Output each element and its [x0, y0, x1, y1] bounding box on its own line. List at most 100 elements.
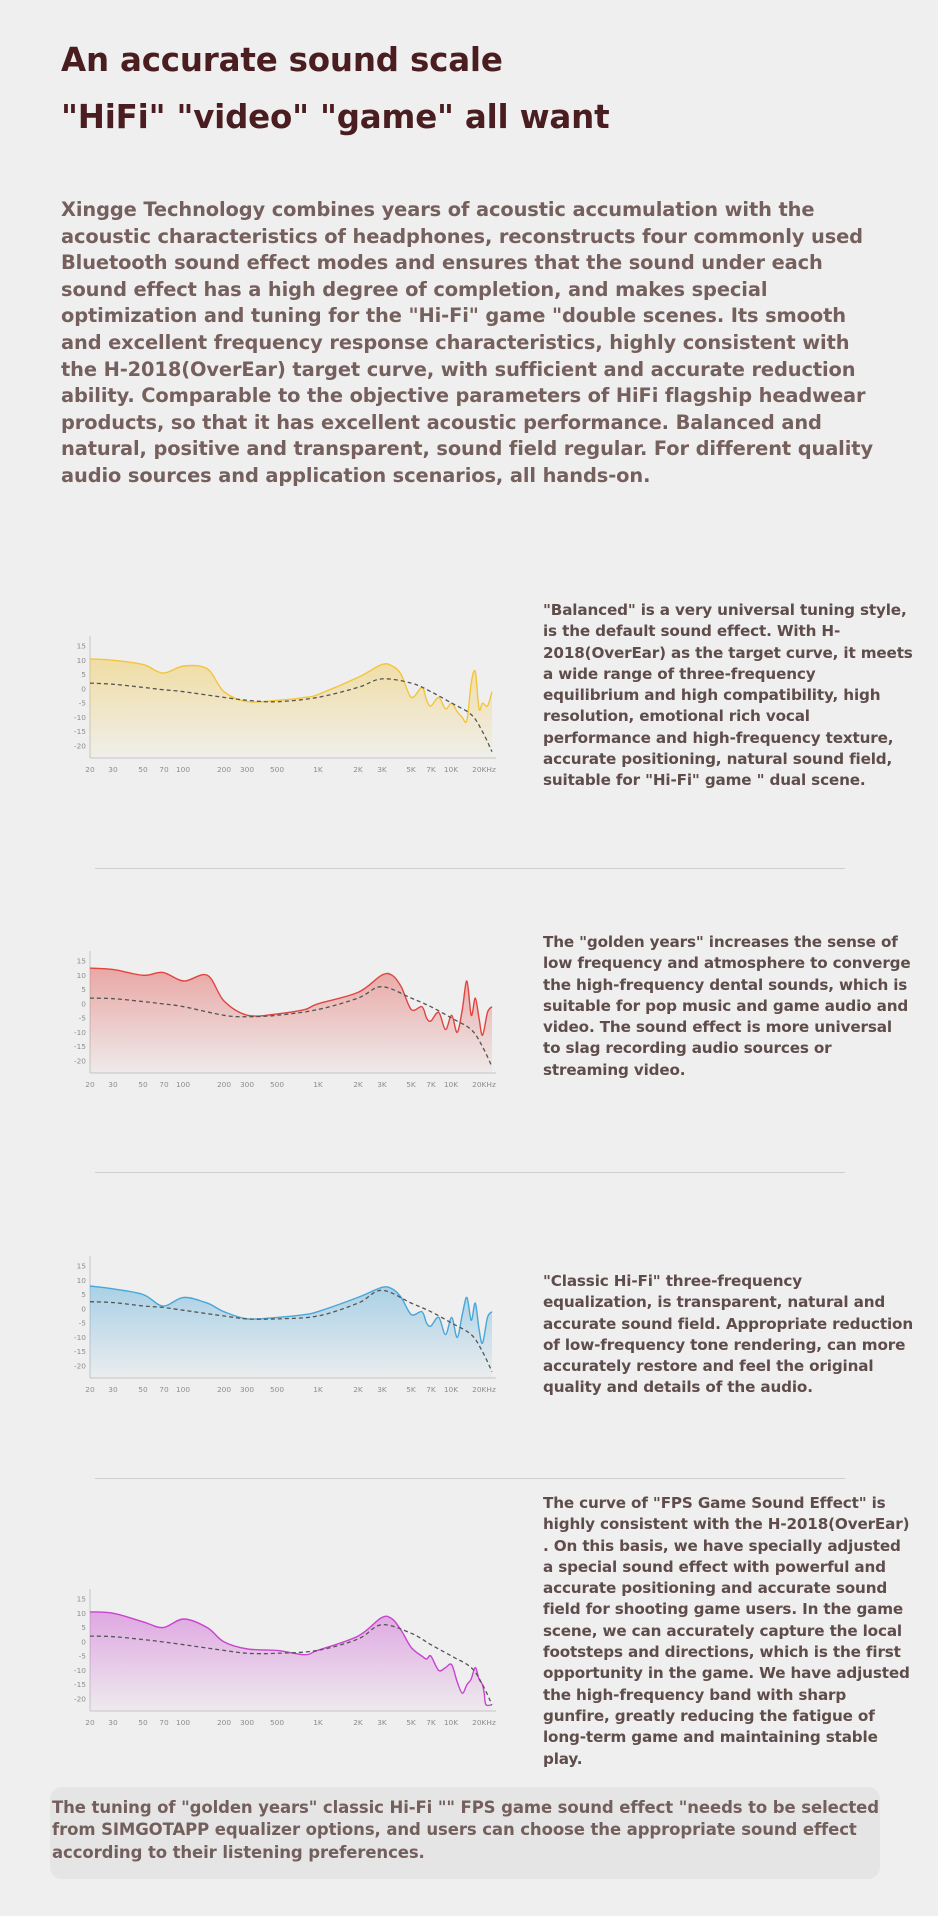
x-tick-label: 50: [138, 1080, 148, 1089]
x-tick-label: 7K: [426, 1080, 436, 1089]
footer-note: The tuning of "golden years" classic Hi-…: [52, 1798, 879, 1862]
y-tick-label: -10: [74, 1028, 86, 1037]
y-tick-label: 5: [81, 985, 86, 994]
y-tick-label: 5: [81, 1623, 86, 1632]
x-tick-label: 500: [270, 1385, 284, 1394]
y-tick-label: -5: [79, 1014, 87, 1023]
x-tick-label: 10K: [444, 765, 458, 774]
x-tick-label: 100: [176, 1718, 190, 1727]
y-tick-label: -15: [74, 727, 86, 736]
x-tick-label: 2K: [353, 765, 363, 774]
x-tick-label: 3K: [377, 1385, 387, 1394]
y-tick-label: -15: [74, 1042, 86, 1051]
x-tick-label: 100: [176, 1080, 190, 1089]
x-tick-label: 7K: [426, 1385, 436, 1394]
x-tick-label: 7K: [426, 1718, 436, 1727]
y-tick-label: 15: [77, 642, 87, 651]
y-tick-label: -20: [74, 1695, 86, 1704]
x-tick-label: 10K: [444, 1718, 458, 1727]
y-tick-label: -5: [79, 1319, 87, 1328]
y-tick-label: 10: [77, 1609, 87, 1618]
x-tick-label: 20: [85, 1080, 95, 1089]
response-line: [89, 1611, 493, 1707]
x-tick-label: 200: [217, 1718, 231, 1727]
y-tick-label: -10: [74, 713, 86, 722]
x-tick-label: 5K: [406, 1080, 416, 1089]
x-tick-label: 300: [240, 765, 254, 774]
x-tick-label: 2K: [353, 1080, 363, 1089]
x-tick-label: 500: [270, 765, 284, 774]
response-area: [90, 1286, 492, 1378]
x-tick-label: 10K: [444, 1385, 458, 1394]
response-area: [90, 658, 492, 758]
x-tick-label: 20KHz: [472, 765, 496, 774]
x-tick-label: 20: [85, 765, 95, 774]
x-tick-label: 3K: [377, 1080, 387, 1089]
response-area: [90, 1611, 492, 1711]
response-line: [89, 658, 493, 724]
y-tick-label: -20: [74, 1057, 86, 1066]
y-tick-label: 10: [77, 971, 87, 980]
x-tick-label: 20KHz: [472, 1718, 496, 1727]
x-tick-label: 20KHz: [472, 1385, 496, 1394]
x-tick-label: 5K: [406, 1718, 416, 1727]
x-tick-label: 30: [108, 1080, 118, 1089]
x-tick-label: 100: [176, 1385, 190, 1394]
x-tick-label: 7K: [426, 765, 436, 774]
x-tick-label: 10K: [444, 1080, 458, 1089]
x-tick-label: 1K: [313, 1718, 323, 1727]
y-tick-label: -15: [74, 1680, 86, 1689]
x-tick-label: 30: [108, 1385, 118, 1394]
x-tick-label: 1K: [313, 1080, 323, 1089]
x-tick-label: 5K: [406, 1385, 416, 1394]
x-tick-label: 300: [240, 1385, 254, 1394]
y-tick-label: 15: [77, 1595, 87, 1604]
x-tick-label: 500: [270, 1080, 284, 1089]
y-tick-label: 0: [81, 684, 86, 693]
y-tick-label: -10: [74, 1333, 86, 1342]
title-line-2: "HiFi" "video" "game" all want: [61, 98, 610, 136]
y-tick-label: 10: [77, 1276, 87, 1285]
response-line: [89, 1285, 493, 1345]
y-tick-label: -5: [79, 699, 87, 708]
x-tick-label: 200: [217, 1080, 231, 1089]
balanced-description: "Balanced" is a very universal tuning st…: [543, 601, 913, 790]
response-line: [89, 967, 493, 1037]
title-line-1: An accurate sound scale: [61, 41, 503, 79]
x-tick-label: 2K: [353, 1385, 363, 1394]
x-tick-label: 30: [108, 1718, 118, 1727]
x-tick-label: 50: [138, 765, 148, 774]
x-tick-label: 300: [240, 1718, 254, 1727]
y-tick-label: 5: [81, 1290, 86, 1299]
section-divider: [95, 1478, 845, 1479]
x-tick-label: 200: [217, 765, 231, 774]
x-tick-label: 3K: [377, 765, 387, 774]
x-tick-label: 200: [217, 1385, 231, 1394]
y-tick-label: -5: [79, 1652, 87, 1661]
y-tick-label: 15: [77, 957, 87, 966]
x-tick-label: 70: [159, 1718, 169, 1727]
x-tick-label: 20: [85, 1385, 95, 1394]
x-tick-label: 500: [270, 1718, 284, 1727]
x-tick-label: 5K: [406, 765, 416, 774]
response-area: [90, 968, 492, 1073]
x-tick-label: 1K: [313, 765, 323, 774]
intro-paragraph: Xingge Technology combines years of acou…: [61, 198, 873, 487]
y-tick-label: 15: [77, 1262, 87, 1271]
x-tick-label: 20KHz: [472, 1080, 496, 1089]
page-title: An accurate sound scale "HiFi" "video" "…: [61, 32, 881, 146]
x-tick-label: 70: [159, 765, 169, 774]
x-tick-label: 70: [159, 1080, 169, 1089]
classic-hifi-description: "Classic Hi-Fi" three-frequency equaliza…: [543, 1272, 913, 1397]
y-tick-label: -20: [74, 1362, 86, 1371]
x-tick-label: 2K: [353, 1718, 363, 1727]
fps-game-description: The curve of "FPS Game Sound Effect" is …: [543, 1494, 910, 1768]
section-divider: [95, 1172, 845, 1173]
y-tick-label: 0: [81, 1637, 86, 1646]
x-tick-label: 3K: [377, 1718, 387, 1727]
y-tick-label: -20: [74, 742, 86, 751]
x-tick-label: 70: [159, 1385, 169, 1394]
x-tick-label: 50: [138, 1718, 148, 1727]
